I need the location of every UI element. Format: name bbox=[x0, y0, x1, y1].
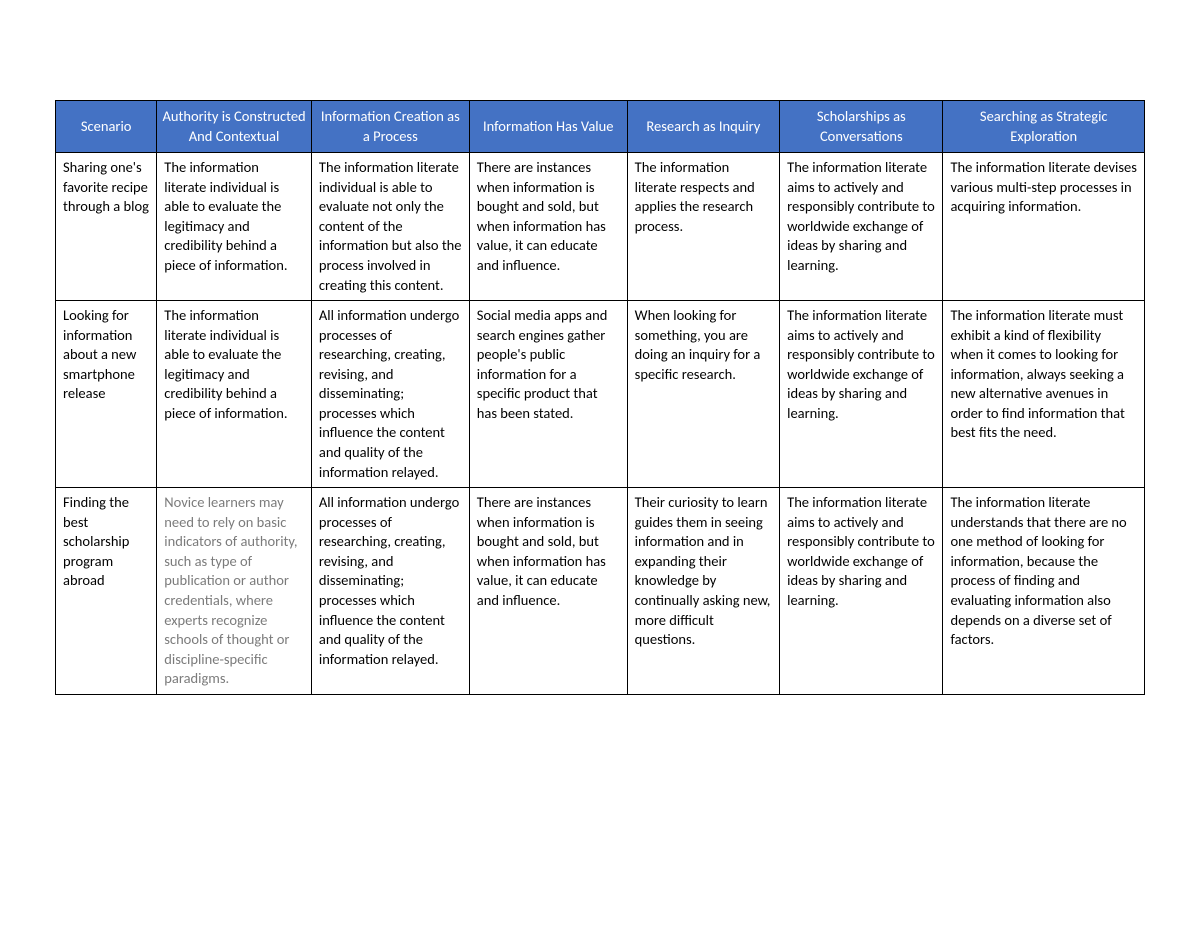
cell-content: All information undergo processes of res… bbox=[311, 488, 469, 695]
cell-content: The information literate understands tha… bbox=[943, 488, 1145, 695]
table-row: Looking for information about a new smar… bbox=[56, 301, 1145, 488]
table-body: Sharing one's favorite recipe through a … bbox=[56, 153, 1145, 695]
cell-content: The information literate devises various… bbox=[943, 153, 1145, 301]
cell-scenario: Looking for information about a new smar… bbox=[56, 301, 157, 488]
cell-content: The information literate individual is a… bbox=[311, 153, 469, 301]
header-scenario: Scenario bbox=[56, 101, 157, 153]
information-literacy-table: Scenario Authority is Constructed And Co… bbox=[55, 100, 1145, 695]
header-authority: Authority is Constructed And Contextual bbox=[157, 101, 312, 153]
cell-content: There are instances when information is … bbox=[469, 488, 627, 695]
cell-content: The information literate aims to activel… bbox=[780, 488, 943, 695]
cell-content: When looking for something, you are doin… bbox=[627, 301, 779, 488]
cell-content: The information literate aims to activel… bbox=[780, 153, 943, 301]
cell-content: The information literate respects and ap… bbox=[627, 153, 779, 301]
header-creation: Information Creation as a Process bbox=[311, 101, 469, 153]
cell-content: The information literate individual is a… bbox=[157, 301, 312, 488]
cell-content: The information literate individual is a… bbox=[157, 153, 312, 301]
header-value: Information Has Value bbox=[469, 101, 627, 153]
cell-scenario: Finding the best scholarship program abr… bbox=[56, 488, 157, 695]
table-row: Sharing one's favorite recipe through a … bbox=[56, 153, 1145, 301]
cell-content: There are instances when information is … bbox=[469, 153, 627, 301]
header-scholarship: Scholarships as Conversations bbox=[780, 101, 943, 153]
cell-content: Social media apps and search engines gat… bbox=[469, 301, 627, 488]
table-row: Finding the best scholarship program abr… bbox=[56, 488, 1145, 695]
cell-content: Their curiosity to learn guides them in … bbox=[627, 488, 779, 695]
cell-scenario: Sharing one's favorite recipe through a … bbox=[56, 153, 157, 301]
cell-content: The information literate must exhibit a … bbox=[943, 301, 1145, 488]
cell-content: The information literate aims to activel… bbox=[780, 301, 943, 488]
header-research: Research as Inquiry bbox=[627, 101, 779, 153]
cell-content: All information undergo processes of res… bbox=[311, 301, 469, 488]
cell-content: Novice learners may need to rely on basi… bbox=[157, 488, 312, 695]
header-searching: Searching as Strategic Exploration bbox=[943, 101, 1145, 153]
table-header: Scenario Authority is Constructed And Co… bbox=[56, 101, 1145, 153]
